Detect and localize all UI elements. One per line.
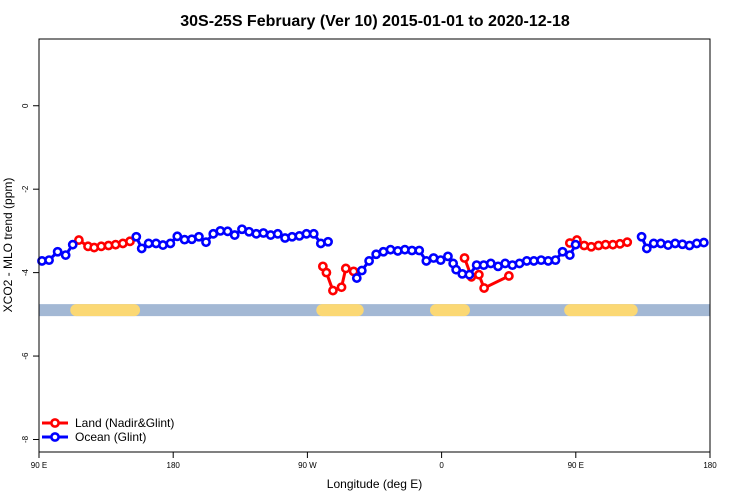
data-point xyxy=(158,240,168,250)
data-point xyxy=(340,263,351,274)
data-point xyxy=(143,238,154,249)
x-tick-label: 0 xyxy=(439,461,444,470)
legend-swatch-marker xyxy=(50,432,60,442)
data-point xyxy=(229,230,240,240)
data-point xyxy=(73,235,84,245)
legend-swatch-marker xyxy=(50,418,60,428)
x-tick-label: 90 E xyxy=(31,461,47,470)
series-1 xyxy=(37,224,709,283)
y-tick-label: -6 xyxy=(21,352,30,360)
plot-frame xyxy=(38,38,711,453)
data-point xyxy=(564,250,575,260)
x-tick-label: 180 xyxy=(167,461,181,470)
data-point xyxy=(125,236,135,247)
data-point xyxy=(550,255,561,266)
data-point xyxy=(473,269,484,280)
data-point xyxy=(194,231,204,242)
y-tick-label: -4 xyxy=(21,269,30,277)
data-point xyxy=(131,231,142,242)
data-point xyxy=(201,237,211,248)
data-point xyxy=(622,237,633,248)
data-point xyxy=(110,239,121,250)
data-point xyxy=(364,256,374,266)
data-point xyxy=(222,226,233,237)
data-point xyxy=(570,239,581,250)
data-point xyxy=(435,255,446,266)
data-point xyxy=(323,236,333,247)
legend-label: Land (Nadir&Glint) xyxy=(75,416,174,430)
data-point xyxy=(351,273,362,283)
data-point xyxy=(44,255,54,266)
y-tick-label: -2 xyxy=(21,185,30,193)
data-point xyxy=(503,271,514,281)
data-point xyxy=(52,246,63,257)
series-0 xyxy=(73,235,633,296)
data-point xyxy=(557,246,568,257)
data-point xyxy=(459,253,470,263)
data-point xyxy=(321,267,332,278)
data-point xyxy=(336,282,347,293)
data-point xyxy=(60,250,71,260)
data-point xyxy=(272,228,283,239)
legend-item-0: Land (Nadir&Glint) xyxy=(42,416,174,430)
data-point xyxy=(641,243,652,254)
data-point xyxy=(308,228,319,239)
data-point xyxy=(385,244,396,255)
data-point xyxy=(67,239,78,250)
x-tick-label: 90 E xyxy=(568,461,584,470)
y-axis-label: XCO2 - MLO trend (ppm) xyxy=(1,178,15,313)
data-point xyxy=(172,231,183,242)
legend-item-1: Ocean (Glint) xyxy=(42,430,146,444)
data-point xyxy=(443,251,453,262)
series-layer xyxy=(37,224,709,296)
data-point xyxy=(698,237,709,248)
legend-label: Ocean (Glint) xyxy=(75,430,146,444)
axes: 90 E 180 90 W 0 90 E 180 0 -2 -4 -6 -8 xyxy=(21,103,717,470)
data-point xyxy=(356,265,367,276)
data-point xyxy=(136,243,147,254)
data-point xyxy=(165,238,176,249)
data-point xyxy=(414,245,425,256)
data-point xyxy=(479,283,489,293)
data-point xyxy=(328,285,338,296)
data-point xyxy=(586,241,597,252)
data-point xyxy=(464,269,475,280)
chart-title: 30S-25S February (Ver 10) 2015-01-01 to … xyxy=(180,13,570,30)
x-tick-label: 90 W xyxy=(298,461,317,470)
x-tick-label: 180 xyxy=(703,461,717,470)
legend: Land (Nadir&Glint)Ocean (Glint) xyxy=(42,416,174,444)
y-tick-label: -8 xyxy=(21,435,30,443)
y-tick-label: 0 xyxy=(21,103,30,108)
data-point xyxy=(636,231,647,242)
x-axis-label: Longitude (deg E) xyxy=(327,477,422,491)
